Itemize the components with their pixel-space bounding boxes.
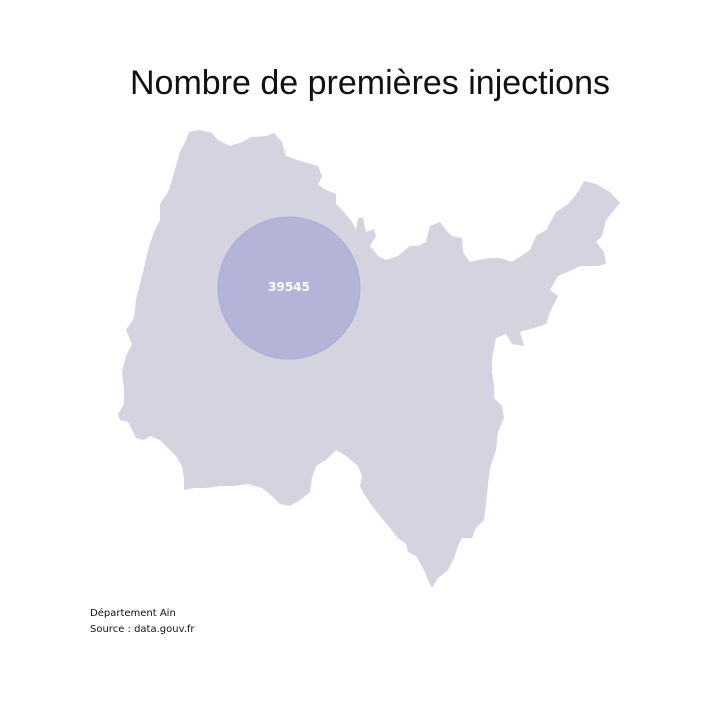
bubble-value-label: 39545 [268,280,310,294]
injections-bubble [217,216,361,360]
department-caption: Département Ain [90,608,176,619]
chart-title: Nombre de premières injections [130,64,610,102]
map-footer: Département Ain Source : data.gouv.fr [90,606,195,638]
department-ain-shape [118,130,620,588]
source-caption: Source : data.gouv.fr [90,624,195,635]
